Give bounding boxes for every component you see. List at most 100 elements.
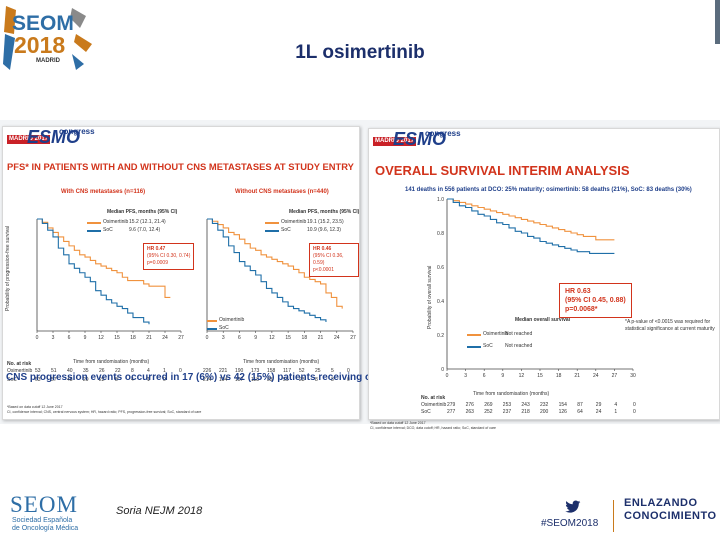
- y-tick-label: 0.8: [437, 231, 444, 237]
- hr-value: HR 0.63: [565, 288, 591, 295]
- legend-soc-value: Not reached: [505, 343, 533, 349]
- footer-seom-logo: SEOM: [10, 492, 78, 517]
- x-tick-label: 12: [98, 335, 104, 341]
- x-tick-label: 0: [206, 335, 209, 341]
- x-tick-label: 18: [556, 373, 562, 379]
- hazard-ratio-box-left: HR 0.47 (95% CI 0.30, 0.74) p=0.0009: [143, 243, 195, 270]
- at-risk-value: 243: [521, 402, 530, 408]
- soc-curve: [447, 198, 615, 254]
- at-risk-value: 277: [447, 409, 456, 415]
- inplot-legend-soc: SoC: [219, 325, 229, 331]
- legend-swatch-osimertinib: [467, 334, 481, 336]
- y-axis-label: Probability of overall survival: [427, 265, 433, 329]
- legend-swatch-osimertinib: [265, 222, 279, 224]
- x-tick-label: 6: [483, 373, 486, 379]
- x-tick-label: 27: [612, 373, 618, 379]
- at-risk-value: 253: [502, 402, 512, 408]
- x-tick-label: 0: [446, 373, 449, 379]
- logo-year: 2018: [14, 32, 66, 58]
- corner-mark: [715, 0, 720, 44]
- hr-ci: (95% CI 0.36, 0.59): [313, 253, 344, 266]
- at-risk-value: 23: [299, 377, 305, 383]
- legend-soc: SoC: [281, 227, 291, 233]
- x-tick-label: 27: [350, 335, 356, 341]
- fine-print: *Based on data cutoff 12 June 2017: [7, 405, 63, 409]
- osimertinib-curve: [37, 218, 171, 298]
- legend-swatch-soc: [87, 230, 101, 232]
- at-risk-value: 226: [203, 368, 212, 374]
- at-risk-value: 45: [67, 377, 73, 383]
- at-risk-value: 29: [83, 377, 89, 383]
- hr-value: HR 0.46: [313, 246, 332, 252]
- x-tick-label: 24: [334, 335, 340, 341]
- slide-heading: PFS* IN PATIENTS WITH AND WITHOUT CNS ME…: [7, 161, 354, 172]
- hazard-ratio-box: HR 0.63 (95% CI 0.45, 0.88) p=0.0068*: [559, 283, 632, 318]
- fine-print: CI, confidence interval; CNS, central ne…: [7, 410, 202, 414]
- hazard-ratio-box-right: HR 0.46 (95% CI 0.36, 0.59) p<0.0001: [309, 243, 359, 277]
- at-risk-soc-label: SoC: [421, 409, 431, 415]
- cns-without-subtitle: Without CNS metastases (n=440): [235, 189, 329, 195]
- km-plot-overall-survival: 0 3 6 9 12 15 18 21 24 27 30 1.0 0.8 0.6 0.4 0.2 0: [437, 197, 636, 379]
- x-tick-label: 9: [254, 335, 257, 341]
- osimertinib-curve: [447, 198, 615, 241]
- at-risk-value: 237: [502, 409, 512, 415]
- at-risk-value: 214: [203, 377, 212, 383]
- at-risk-value: 1: [614, 409, 618, 415]
- at-risk-value: 22: [115, 368, 121, 374]
- x-axis-label: Time from randomisation (months): [473, 391, 550, 397]
- os-slide: MADRID 2017 ESMO congress OVERALL SURVIV…: [368, 128, 720, 420]
- esmo-brand: ESMO: [27, 127, 81, 147]
- at-risk-value: 8: [315, 377, 318, 383]
- at-risk-value: 57: [51, 377, 57, 383]
- at-risk-value: 8: [131, 368, 134, 374]
- slide-title: 1L osimertinib: [295, 42, 425, 63]
- hr-ci: (95% CI 0.45, 0.88): [565, 297, 626, 304]
- x-tick-label: 18: [130, 335, 136, 341]
- cns-progression-note: CNS progression events occurred in 17 (6…: [6, 372, 518, 383]
- at-risk-value: 25: [315, 368, 321, 374]
- fine-print: *Based on data cutoff 12 June 2017: [370, 421, 426, 425]
- x-tick-label: 15: [537, 373, 543, 379]
- at-risk-value: 221: [219, 368, 228, 374]
- at-risk-value: 29: [595, 402, 602, 408]
- legend-swatch-soc: [467, 346, 481, 348]
- x-tick-label: 0: [36, 335, 39, 341]
- at-risk-value: 51: [51, 368, 57, 374]
- at-risk-value: 173: [251, 368, 260, 374]
- at-risk-value: 1: [163, 368, 166, 374]
- at-risk-value: 24: [595, 409, 602, 415]
- at-risk-value: 87: [577, 402, 583, 408]
- inplot-swatch-osimertinib: [207, 320, 217, 322]
- p-value-footnote: *A p-value of <0.0015 was required for s…: [625, 319, 715, 332]
- y-tick-label: 0.4: [437, 299, 444, 305]
- tagline: ENLAZANDO CONOCIMIENTO: [624, 497, 717, 523]
- event-box: MADRID 2017: [7, 135, 51, 144]
- x-tick-label: 24: [162, 335, 168, 341]
- legend-osimertinib: Osimertinib: [281, 219, 307, 225]
- hr-ci: (95% CI 0.30, 0.74): [147, 253, 191, 259]
- x-tick-label: 27: [178, 335, 184, 341]
- esmo-brand: ESMO: [393, 129, 447, 149]
- footer-seom-subtitle: Sociedad Española de Oncología Médica: [12, 517, 78, 533]
- y-tick-label: 1.0: [437, 197, 444, 203]
- x-tick-label: 9: [501, 373, 504, 379]
- legend-soc: SoC: [483, 343, 493, 349]
- org-line-1: Sociedad Española: [12, 517, 73, 524]
- x-tick-label: 30: [630, 373, 636, 379]
- at-risk-value: 1: [147, 377, 150, 383]
- tagline-line-1: ENLAZANDO: [624, 497, 698, 509]
- at-risk-value: 0: [347, 377, 350, 383]
- x-tick-label: 18: [302, 335, 308, 341]
- at-risk-value: 22: [99, 377, 105, 383]
- at-risk-value: 3: [331, 377, 334, 383]
- legend-osimertinib: Osimertinib: [103, 219, 129, 225]
- at-risk-value: 4: [147, 368, 150, 374]
- at-risk-value: 64: [577, 409, 583, 415]
- at-risk-value: 252: [484, 409, 493, 415]
- at-risk-value: 276: [465, 402, 474, 408]
- at-risk-value: 279: [447, 402, 456, 408]
- logo-word: SEOM: [12, 12, 74, 35]
- at-risk-value: 126: [558, 409, 567, 415]
- at-risk-value: 0: [179, 368, 182, 374]
- congress-label: congress: [425, 129, 461, 138]
